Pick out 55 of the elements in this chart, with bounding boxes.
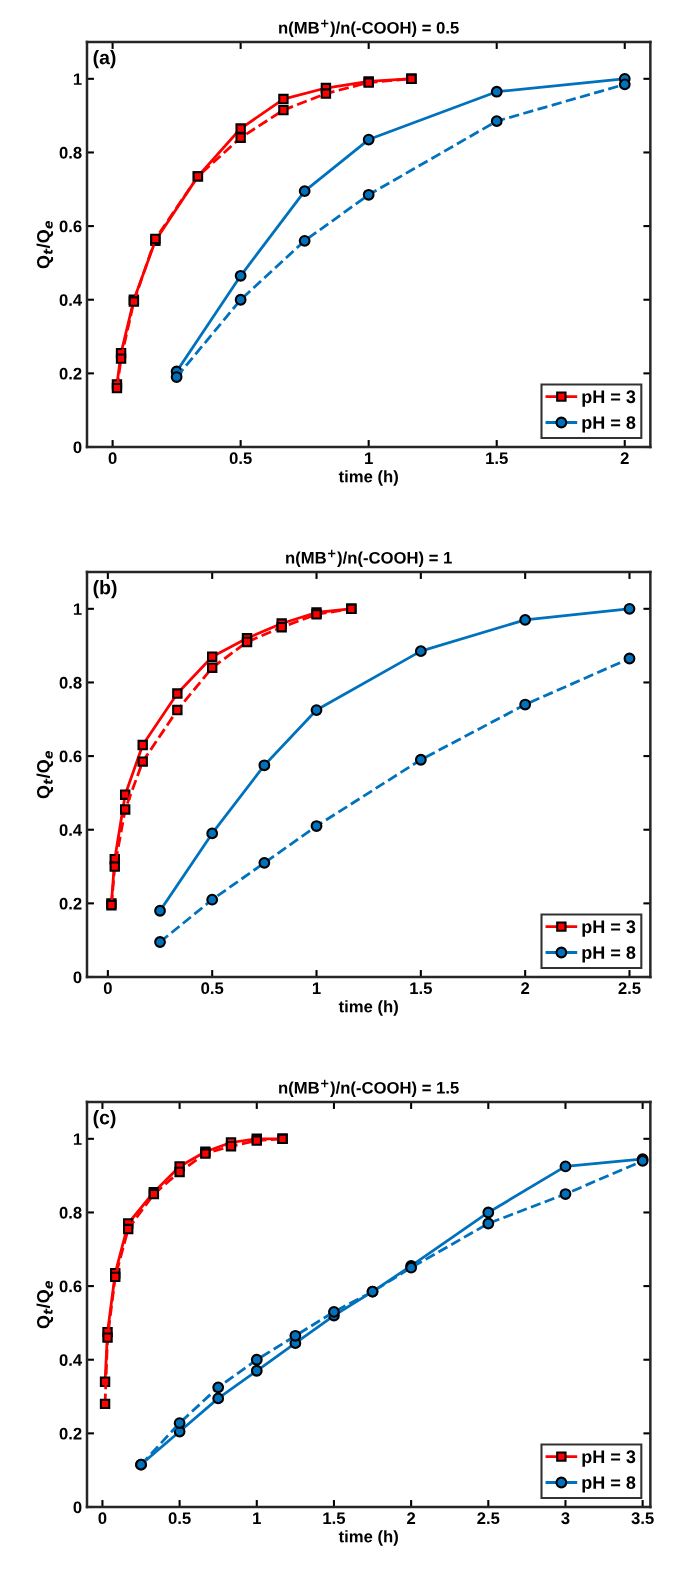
y-tick-label: 0.6 — [59, 750, 82, 763]
legend-label: pH = 8 — [582, 946, 636, 963]
legend-label: pH = 8 — [582, 1476, 636, 1493]
x-tick-label: 0 — [98, 1512, 107, 1525]
y-tick-label: 0 — [73, 441, 82, 454]
y-tick-label: 0.8 — [59, 146, 82, 159]
x-tick-label: 1.5 — [410, 982, 432, 995]
chart-title: n(MB$^{+}$)/n(-COOH) = 0.5 — [279, 19, 459, 37]
y-tick-label: 0.6 — [59, 1280, 82, 1293]
x-tick-label: 0.5 — [229, 452, 252, 465]
annotation: (c) — [93, 1110, 116, 1129]
x-axis-title: time (h) — [338, 1000, 398, 1016]
x-axis-title: time (h) — [338, 470, 398, 486]
y-tick-label: 0.4 — [59, 294, 83, 306]
x-tick-label: 2.5 — [477, 1512, 500, 1525]
chart-title: n(MB$^{+}$)/n(-COOH) = 1.5 — [279, 1079, 459, 1097]
y-tick-label: 1 — [73, 603, 82, 615]
x-tick-label: 2 — [521, 982, 530, 994]
legend-label: pH = 3 — [582, 390, 636, 407]
x-tick-label: 3.5 — [631, 1512, 654, 1525]
annotation: (a) — [93, 50, 116, 69]
x-tick-label: 0.5 — [201, 982, 224, 995]
legend-label: pH = 3 — [582, 920, 636, 937]
y-tick-label: 0 — [73, 1501, 82, 1514]
x-tick-label: 0.5 — [168, 1512, 191, 1525]
x-tick-label: 0 — [108, 452, 117, 465]
x-tick-label: 1.5 — [323, 1512, 346, 1525]
y-tick-label: 0.4 — [59, 1354, 83, 1366]
x-tick-label: 1 — [253, 1512, 261, 1524]
y-tick-label: 0 — [73, 971, 82, 984]
x-tick-label: 2 — [407, 1512, 416, 1524]
y-tick-label: 0.6 — [59, 220, 82, 233]
y-tick-label: 1 — [73, 73, 82, 85]
x-axis-title: time (h) — [338, 1530, 398, 1546]
x-tick-label: 1 — [365, 452, 373, 464]
y-axis-title: Q$_{t}$/Q$_{e}$ — [36, 1280, 54, 1329]
x-tick-label: 2 — [620, 452, 629, 464]
x-tick-label: 3 — [561, 1512, 570, 1525]
x-tick-label: 2.5 — [618, 982, 641, 995]
y-tick-label: 0.2 — [59, 1427, 82, 1440]
chart-title: n(MB$^{+}$)/n(-COOH) = 1 — [286, 549, 452, 567]
y-tick-label: 0.8 — [59, 1206, 82, 1219]
legend-label: pH = 8 — [582, 416, 636, 433]
y-tick-label: 1 — [73, 1133, 82, 1145]
y-axis-title: Q$_{t}$/Q$_{e}$ — [36, 750, 54, 799]
x-tick-label: 1 — [312, 982, 321, 994]
y-tick-label: 0.4 — [59, 824, 83, 836]
legend-label: pH = 3 — [582, 1450, 636, 1467]
x-tick-label: 0 — [103, 982, 112, 995]
y-tick-label: 0.8 — [59, 676, 82, 689]
y-tick-label: 0.2 — [59, 367, 82, 380]
annotation: (b) — [93, 580, 117, 599]
x-tick-label: 1.5 — [486, 452, 508, 465]
y-tick-label: 0.2 — [59, 897, 82, 910]
y-axis-title: Q$_{t}$/Q$_{e}$ — [36, 220, 54, 269]
